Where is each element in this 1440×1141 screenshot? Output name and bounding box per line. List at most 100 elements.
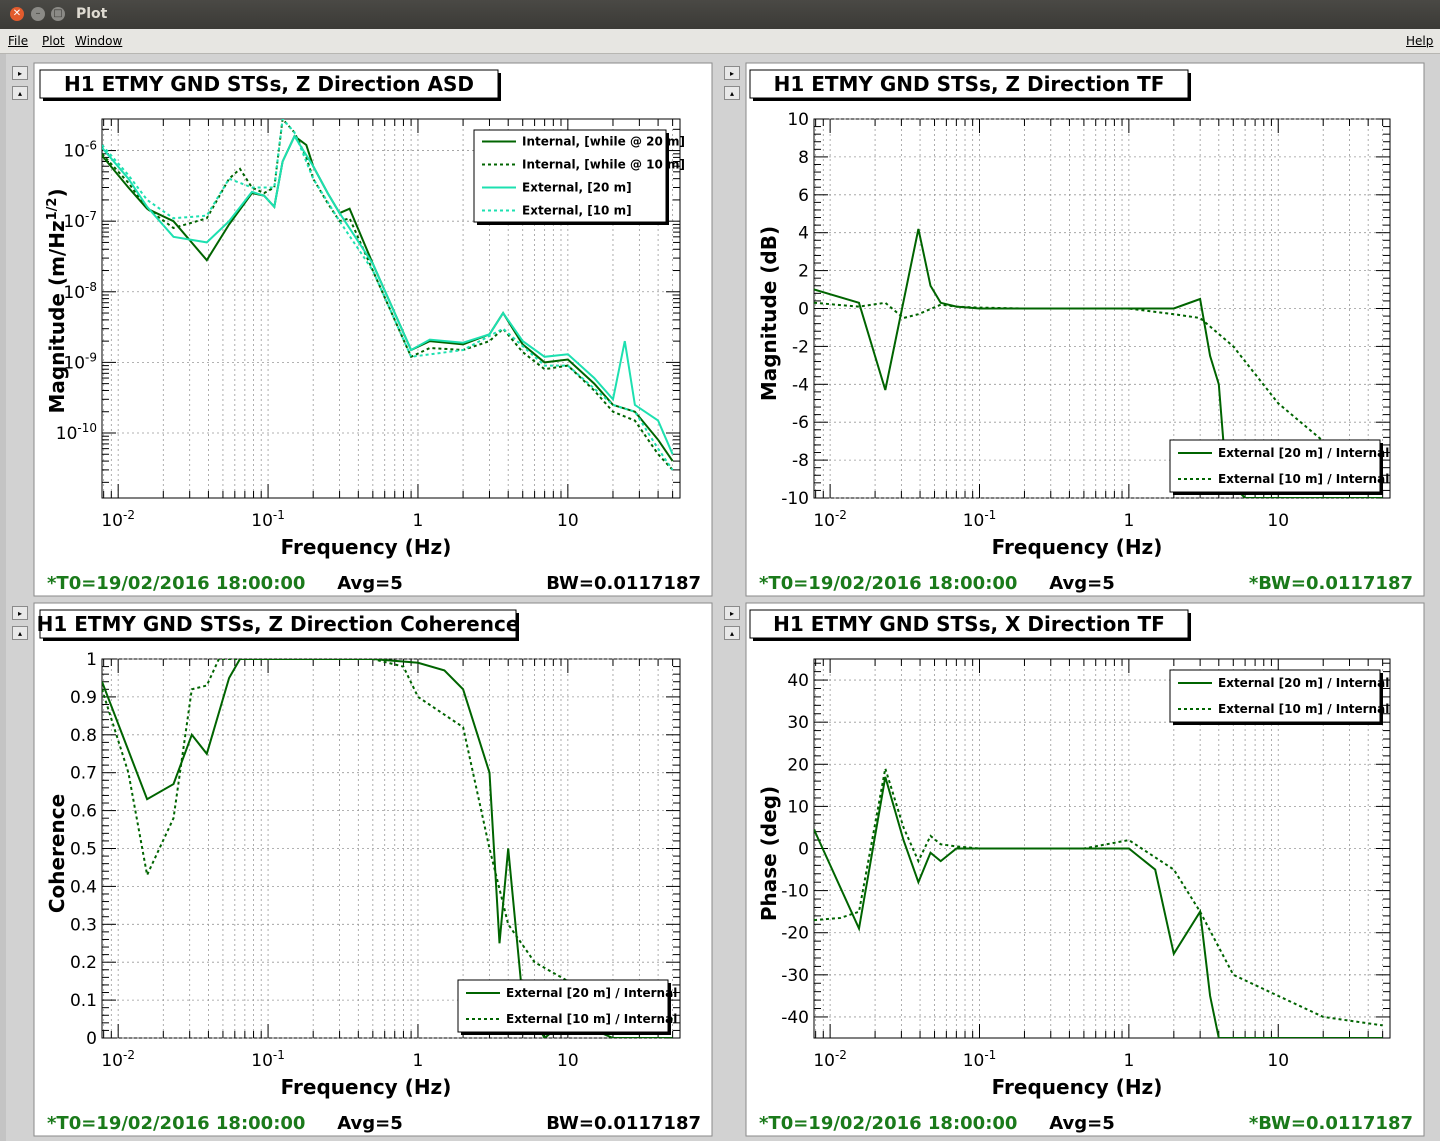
- pad2-legend-entry-2: External [10 m] / Internal: [1218, 472, 1389, 486]
- minimize-window-button[interactable]: –: [31, 7, 45, 21]
- pad4-title: H1 ETMY GND STSs, X Direction TF: [773, 612, 1165, 636]
- pad2-info-bw: *BW=0.0117187: [1249, 573, 1413, 594]
- pad4-info-avg: Avg=5: [1049, 1113, 1115, 1134]
- pad1-legend-box: [473, 129, 667, 223]
- pad4-ytick-label: 10: [787, 797, 809, 817]
- pad4-scroll-up-button[interactable]: ▸: [724, 606, 740, 620]
- pad3-legend-entry-1: External [20 m] / Internal: [506, 986, 677, 1000]
- maximize-window-button[interactable]: □: [51, 7, 65, 21]
- pad1-info-bw: BW=0.0117187: [546, 573, 701, 594]
- pad1-xtick-label: 1: [413, 511, 424, 531]
- pad2-scroll-up-button[interactable]: ▸: [724, 66, 740, 80]
- pad2-ytick-label: -6: [792, 413, 809, 433]
- pad3-legend-entry-2: External [10 m] / Internal: [506, 1012, 677, 1026]
- pad3-ytick-label: 0.6: [70, 802, 97, 822]
- pad2-ytick-label: 6: [798, 186, 809, 206]
- pad4-scroll-down-button[interactable]: ▴: [724, 626, 740, 640]
- pad3-xtick-label: 10-2: [101, 1048, 135, 1071]
- pad1-scroll-up-button[interactable]: ▸: [12, 66, 28, 80]
- pad3-legend-box: [457, 979, 669, 1033]
- pad2-series-1-line: [814, 228, 1383, 498]
- pad1-grid: [102, 119, 680, 498]
- pad4-info-t0: *T0=19/02/2016 18:00:00: [759, 1113, 1017, 1134]
- menu-bar: File Plot Window Help: [0, 29, 1440, 54]
- pad1-title-box: [39, 69, 499, 99]
- pad1-ytick-label: 10-6: [63, 139, 97, 162]
- pad3-ytick-label: 0: [86, 1029, 97, 1049]
- pad1-xtick-label: 10: [557, 511, 579, 531]
- pad4-legend-entry-1: External [20 m] / Internal: [1218, 676, 1389, 690]
- pad4-xlabel: Frequency (Hz): [992, 1075, 1163, 1099]
- pad2-xtick-label: 10: [1267, 511, 1289, 531]
- pad3-info-bw: BW=0.0117187: [546, 1113, 701, 1134]
- pad1-series-3-line: [102, 134, 674, 455]
- pad3-xtick-label: 10-1: [251, 1048, 285, 1071]
- pad4-xtick-label: 10-2: [813, 1048, 847, 1071]
- pad1-ytick-label: 10-7: [63, 209, 97, 232]
- menu-window[interactable]: Window: [75, 34, 123, 48]
- pad2-xlabel: Frequency (Hz): [992, 535, 1163, 559]
- pad1-legend-entry-2: Internal, [while @ 10 m]: [522, 158, 685, 172]
- pad4-legend-box: [1169, 669, 1381, 723]
- pad3-ytick-label: 0.7: [70, 764, 97, 784]
- pad4-xtick-label: 10-1: [963, 1048, 997, 1071]
- menu-file[interactable]: File: [8, 34, 29, 48]
- pad2-title-box: [749, 69, 1189, 99]
- pad2-ylabel: Magnitude (dB): [757, 226, 781, 401]
- window-title: Plot: [76, 6, 108, 22]
- pad4-info-bw: *BW=0.0117187: [1249, 1113, 1413, 1134]
- pad4-xtick-label: 10: [1267, 1051, 1289, 1071]
- pad4-legend-entry-2: External [10 m] / Internal: [1218, 702, 1389, 716]
- left-border: [0, 54, 6, 1141]
- pad1-scroll-down-button[interactable]: ▴: [12, 86, 28, 100]
- pad2-legend-entry-1: External [20 m] / Internal: [1218, 446, 1389, 460]
- pad2-xtick-label: 10-1: [963, 508, 997, 531]
- pad4-ylabel: Phase (deg): [757, 786, 781, 921]
- pad1-legend-entry-4: External, [10 m]: [522, 204, 632, 218]
- close-window-button[interactable]: ✕: [10, 7, 24, 21]
- pad1-legend-entry-1: Internal, [while @ 20 m]: [522, 135, 685, 149]
- pad1-ytick-label: 10-9: [63, 350, 97, 373]
- pad1-xlabel: Frequency (Hz): [281, 535, 452, 559]
- pad1-title: H1 ETMY GND STSs, Z Direction ASD: [64, 72, 474, 96]
- pad3-series-2-line: [102, 659, 673, 1020]
- pad3-ytick-label: 0.3: [70, 915, 97, 935]
- pad3-ytick-label: 0.9: [70, 688, 97, 708]
- pad1-info-t0: *T0=19/02/2016 18:00:00: [47, 573, 305, 594]
- window-titlebar: ✕ – □ Plot: [0, 0, 1440, 29]
- pad2-scroll-down-button[interactable]: ▴: [724, 86, 740, 100]
- pad4-ytick-label: -20: [781, 924, 809, 944]
- pad2-ytick-label: 8: [798, 148, 809, 168]
- pad4-ytick-label: -40: [781, 1008, 809, 1028]
- pad2-ytick-label: -10: [781, 489, 809, 509]
- pad2-ytick-label: -8: [792, 451, 809, 471]
- pad2-ytick-label: 0: [798, 300, 809, 320]
- pad2-xtick-label: 1: [1123, 511, 1134, 531]
- pad1-ytick-label: 10-8: [63, 280, 97, 303]
- pad2-ytick-label: 10: [787, 110, 809, 130]
- pad1-xtick-label: 10-2: [101, 508, 135, 531]
- pad3-ylabel: Coherence: [45, 794, 69, 913]
- pad1-series-2-line: [102, 119, 674, 471]
- pad2-ytick-label: -4: [792, 375, 809, 395]
- pad2-legend-box: [1169, 439, 1381, 493]
- pad3-ytick-label: 0.4: [70, 877, 97, 897]
- pad3-scroll-down-button[interactable]: ▴: [12, 626, 28, 640]
- pad3-ytick-label: 1: [86, 650, 97, 670]
- pad2-info-avg: Avg=5: [1049, 573, 1115, 594]
- pad4-title-box: [749, 609, 1189, 639]
- pad3-scroll-up-button[interactable]: ▸: [12, 606, 28, 620]
- pad3-title-box: [39, 609, 517, 639]
- pad1-series-1-line: [102, 134, 674, 462]
- pad4-ytick-label: 30: [787, 713, 809, 733]
- pad1-legend-entry-3: External, [20 m]: [522, 181, 632, 195]
- menu-plot[interactable]: Plot: [42, 34, 65, 48]
- pad3-xtick-label: 1: [413, 1051, 424, 1071]
- pad4-ytick-label: 20: [787, 755, 809, 775]
- pad2-title: H1 ETMY GND STSs, Z Direction TF: [774, 72, 1165, 96]
- pad3-title: H1 ETMY GND STSs, Z Direction Coherence: [37, 612, 520, 636]
- menu-help[interactable]: Help: [1406, 34, 1434, 48]
- pad1-xtick-label: 10-1: [251, 508, 285, 531]
- pad3-ytick-label: 0.5: [70, 840, 97, 860]
